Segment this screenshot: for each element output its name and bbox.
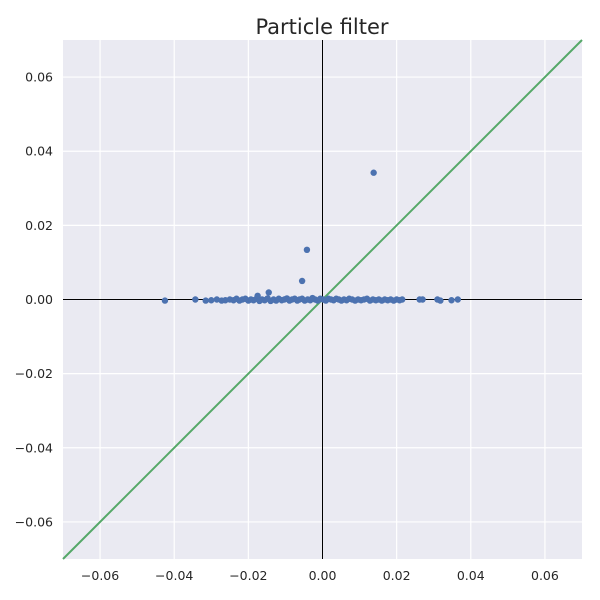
- data-points: [161, 169, 462, 305]
- data-point: [303, 246, 311, 254]
- data-point: [370, 169, 377, 176]
- data-point: [454, 296, 462, 303]
- x-tick-label: 0.02: [383, 568, 411, 583]
- data-point: [437, 297, 444, 304]
- data-point: [213, 296, 221, 303]
- x-tick-label: −0.04: [155, 568, 193, 583]
- data-point: [298, 277, 306, 285]
- x-tick-label: 0.00: [309, 568, 337, 583]
- data-point: [399, 296, 406, 303]
- data-point: [208, 297, 215, 304]
- chart-title: Particle filter: [255, 15, 388, 39]
- y-tick-label: −0.06: [15, 514, 53, 529]
- y-tick-label: −0.04: [15, 440, 53, 455]
- x-tick-label: −0.02: [229, 568, 267, 583]
- data-point: [448, 297, 455, 304]
- data-point: [254, 292, 261, 299]
- y-tick-label: 0.06: [25, 70, 53, 85]
- x-tick-label: 0.06: [531, 568, 559, 583]
- x-axis-ticks: −0.06 −0.04 −0.02 0.00 0.02 0.04 0.06: [81, 568, 559, 583]
- y-axis-ticks: 0.06 0.04 0.02 0.00 −0.02 −0.04 −0.06: [15, 70, 53, 530]
- data-point: [202, 297, 209, 304]
- y-tick-label: 0.04: [25, 144, 53, 159]
- data-point: [192, 296, 199, 303]
- y-tick-label: 0.02: [25, 218, 53, 233]
- data-point: [161, 297, 169, 304]
- data-point: [419, 296, 426, 303]
- x-tick-label: −0.06: [81, 568, 119, 583]
- data-point: [265, 289, 272, 296]
- y-tick-label: 0.00: [25, 292, 53, 307]
- x-tick-label: 0.04: [457, 568, 485, 583]
- y-tick-label: −0.02: [15, 366, 53, 381]
